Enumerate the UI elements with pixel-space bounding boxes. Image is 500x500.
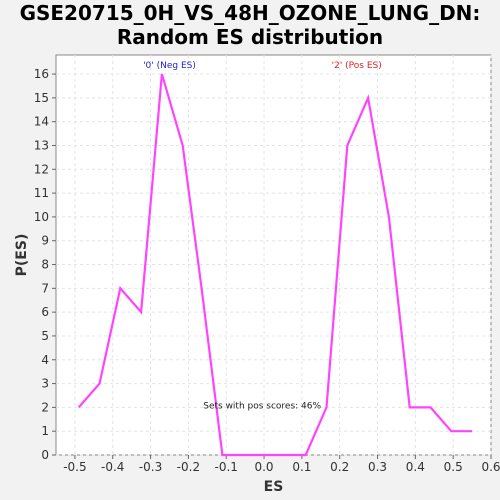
- y-tick-label: 12: [34, 162, 49, 176]
- x-tick-label: -0.4: [101, 460, 124, 474]
- x-axis-label: ES: [264, 479, 284, 495]
- x-tick-label: -0.1: [215, 460, 238, 474]
- y-tick-label: 7: [41, 281, 49, 295]
- x-tick-label: 0.2: [330, 460, 349, 474]
- chart-title-line1: GSE20715_0H_VS_48H_OZONE_LUNG_DN:: [20, 1, 481, 25]
- y-tick-label: 11: [34, 186, 49, 200]
- x-tick-label: 0.6: [481, 460, 500, 474]
- y-tick-label: 5: [41, 329, 49, 343]
- y-tick-label: 4: [41, 353, 49, 367]
- y-tick-label: 6: [41, 305, 49, 319]
- y-tick-label: 9: [41, 234, 49, 248]
- y-tick-label: 8: [41, 258, 49, 272]
- pos-es-label: '2' (Pos ES): [332, 61, 382, 71]
- y-tick-label: 10: [34, 210, 49, 224]
- y-tick-label: 1: [41, 424, 49, 438]
- plot-area: [55, 54, 492, 456]
- y-tick-label: 14: [34, 115, 49, 129]
- pos-scores-annotation: Sets with pos scores: 46%: [203, 402, 321, 412]
- y-axis-label: P(ES): [14, 234, 30, 277]
- chart-title-line2: Random ES distribution: [117, 25, 383, 49]
- x-tick-label: 0.5: [444, 460, 463, 474]
- x-tick-label: 0.0: [254, 460, 273, 474]
- x-tick-label: -0.2: [177, 460, 200, 474]
- y-tick-label: 15: [34, 91, 49, 105]
- y-tick-label: 2: [41, 400, 49, 414]
- x-tick-label: 0.1: [292, 460, 311, 474]
- y-tick-label: 0: [41, 448, 49, 462]
- x-tick-label: 0.3: [368, 460, 387, 474]
- grid-lines: [56, 55, 492, 456]
- y-tick-label: 13: [34, 138, 49, 152]
- x-tick-label: -0.5: [63, 460, 86, 474]
- x-tick-label: 0.4: [406, 460, 425, 474]
- x-tick-label: -0.3: [139, 460, 162, 474]
- neg-es-label: '0' (Neg ES): [143, 61, 196, 71]
- y-tick-label: 16: [34, 67, 49, 81]
- series-line: [77, 73, 473, 457]
- y-tick-label: 3: [41, 377, 49, 391]
